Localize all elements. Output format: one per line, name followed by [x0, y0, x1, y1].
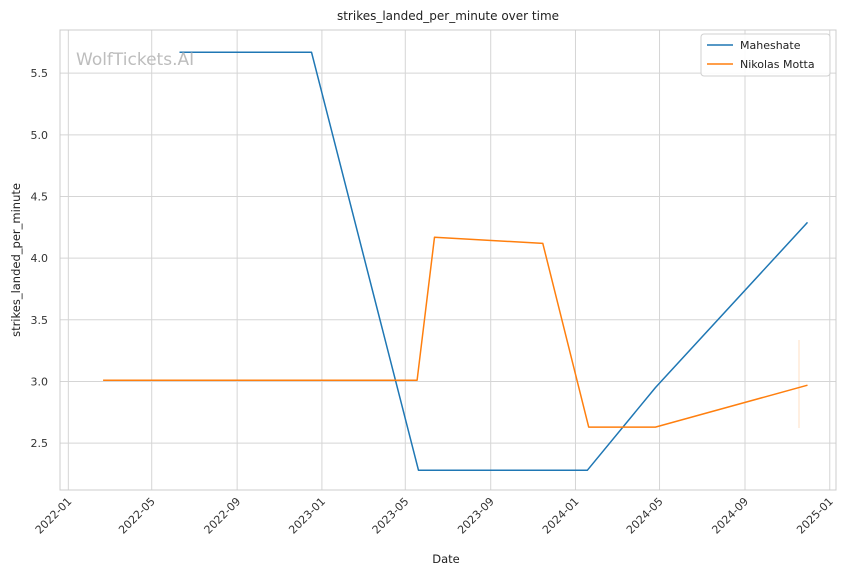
legend-label-maheshate: Maheshate	[740, 39, 801, 52]
y-tick-label: 3.5	[31, 314, 49, 327]
y-tick-labels: 2.5 3.0 3.5 4.0 4.5 5.0 5.5	[31, 67, 49, 450]
series-lines	[103, 51, 809, 472]
y-axis-title: strikes_landed_per_minute	[9, 183, 23, 337]
y-tick-label: 5.5	[31, 67, 49, 80]
x-tick-label: 2024-01	[540, 495, 582, 537]
x-tick-label: 2022-01	[33, 495, 75, 537]
x-tick-label: 2023-05	[370, 495, 412, 537]
watermark-text: WolfTickets.AI	[76, 50, 194, 70]
y-tick-label: 4.0	[31, 252, 49, 265]
x-tick-label: 2022-05	[116, 495, 158, 537]
legend-label-nikolas-motta: Nikolas Motta	[740, 58, 815, 71]
x-tick-label: 2024-09	[709, 495, 751, 537]
series-line-maheshate	[179, 51, 809, 472]
legend-box	[700, 33, 831, 77]
plot-frame	[59, 29, 837, 491]
x-tick-label: 2023-09	[455, 495, 497, 537]
x-axis-title: Date	[432, 552, 460, 566]
y-tick-label: 5.0	[31, 129, 49, 142]
grid	[60, 30, 836, 490]
y-tick-label: 4.5	[31, 190, 49, 203]
series-line-nikolas-motta	[103, 236, 808, 428]
x-tick-label: 2024-05	[624, 495, 666, 537]
x-tick-label: 2023-01	[286, 495, 328, 537]
y-tick-label: 3.0	[31, 375, 49, 388]
x-tick-label: 2025-01	[794, 495, 836, 537]
legend: Maheshate Nikolas Motta	[700, 33, 831, 77]
x-tick-labels: 2022-01 2022-05 2022-09 2023-01 2023-05 2023-…	[33, 495, 836, 537]
y-tick-label: 2.5	[31, 437, 49, 450]
x-tick-label: 2022-09	[202, 495, 244, 537]
chart-title: strikes_landed_per_minute over time	[337, 9, 559, 23]
